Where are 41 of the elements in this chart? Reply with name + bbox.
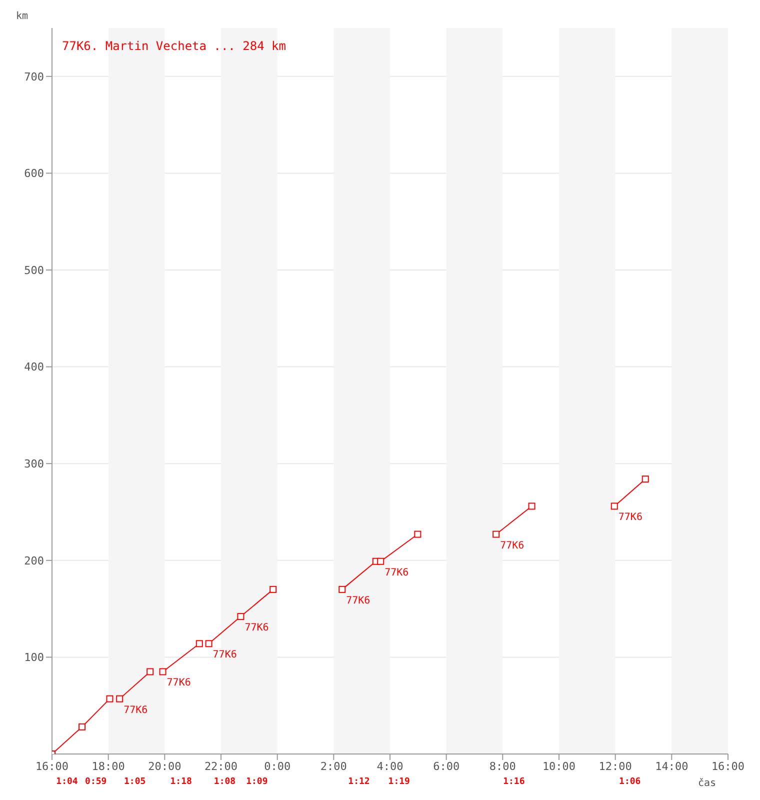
y-tick-label: 700 (24, 70, 44, 84)
annotation: 77K6 (166, 678, 191, 689)
text: 1:06 (619, 777, 641, 787)
text: 1:04 (56, 777, 78, 787)
x-tick-label: 16:00 (35, 760, 69, 773)
annotation: 77K6 (618, 512, 642, 524)
text: 77K6. Martin Vecheta ... 284 km (62, 39, 286, 53)
y-tick-label: 600 (24, 167, 44, 180)
text: 1:18 (170, 777, 192, 787)
x-tick-label: 8:00 (489, 760, 516, 773)
text: 1:12 (348, 777, 370, 787)
y-tick-label: 300 (24, 458, 44, 471)
annotation: 77K6 (346, 595, 370, 606)
annotation: 77K6 (244, 622, 269, 634)
x-tick-label: 4:00 (376, 760, 404, 773)
y-tick-label: 200 (24, 554, 44, 568)
y-tick-label: 100 (24, 651, 44, 664)
x-tick-label: 2:00 (320, 760, 347, 773)
y-tick-label: 500 (24, 264, 44, 277)
annotation: 77K6 (500, 540, 524, 552)
annotation: 77K6 (124, 704, 148, 716)
x-tick-label: 22:00 (204, 760, 238, 773)
x-tick-label: 14:00 (655, 760, 688, 773)
text: 0:59 (85, 777, 107, 787)
x-tick-label: 10:00 (542, 760, 576, 773)
text: 1:05 (124, 777, 146, 787)
x-tick-label: 20:00 (148, 760, 182, 773)
x-axis-title: čas (698, 778, 716, 789)
annotation: 77K6 (212, 650, 237, 661)
x-tick-label: 6:00 (433, 760, 460, 773)
x-tick-label: 16:00 (711, 760, 745, 773)
y-axis-title: km (16, 11, 28, 22)
x-tick-label: 12:00 (598, 760, 632, 773)
x-tick-label: 0:00 (264, 760, 291, 773)
text: 1:08 (214, 777, 236, 787)
x-tick-label: 18:00 (92, 760, 125, 773)
text: 1:16 (503, 777, 525, 787)
y-tick-label: 400 (24, 360, 44, 374)
annotation: 77K6 (384, 567, 409, 578)
text: 1:09 (246, 777, 268, 787)
text: 1:19 (388, 777, 410, 787)
